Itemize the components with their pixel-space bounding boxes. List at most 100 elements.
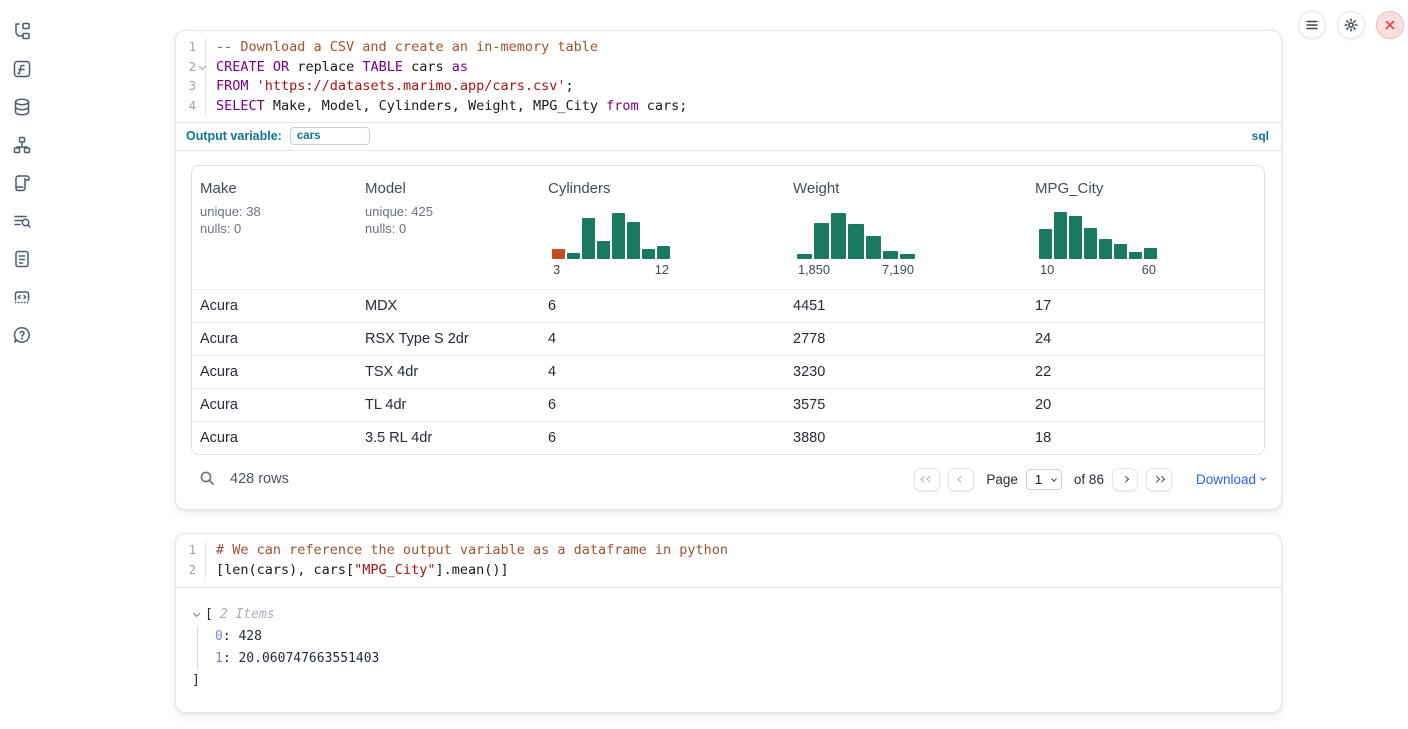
page-select[interactable]: 1: [1025, 468, 1062, 490]
column-title: Cylinders: [548, 180, 611, 198]
column-header-make[interactable]: Make unique: 38 nulls: 0: [192, 166, 357, 289]
table-cell: 3230: [793, 364, 826, 381]
table-cell: 18: [1035, 430, 1052, 447]
language-badge: sql: [1251, 129, 1269, 144]
table-cell: 20: [1035, 397, 1052, 414]
histogram-bar: [797, 254, 813, 260]
column-header-weight[interactable]: Weight 1,850 7,190: [785, 166, 1027, 289]
functions-icon[interactable]: [11, 58, 33, 80]
mpg-city-histogram: 10 60: [1039, 210, 1157, 277]
settings-button[interactable]: [1337, 11, 1365, 39]
tree-entry: 1: 20.060747663551403: [215, 650, 380, 666]
python-cell-output: [ 2 Items 0: 428 1: 20.060747663551403 ]: [176, 586, 1281, 712]
table-cell: 6: [548, 298, 557, 315]
chevron-right-icon: [1121, 476, 1129, 483]
open-bracket: [: [205, 606, 213, 622]
column-header-cylinders[interactable]: Cylinders 3 12: [540, 166, 785, 289]
table-cell: RSX Type S 2dr: [365, 331, 469, 348]
table-row: Acura RSX Type S 2dr 4 2778 24: [192, 322, 1264, 355]
close-icon: [1385, 20, 1395, 30]
search-icon[interactable]: [199, 470, 217, 488]
histogram-bar: [1114, 244, 1127, 260]
scratchpad-icon[interactable]: [11, 172, 33, 194]
items-count-label: 2 Items: [219, 606, 275, 622]
histogram-min-label: 3: [553, 262, 561, 278]
data-table: Make unique: 38 nulls: 0 Model uni: [191, 165, 1265, 456]
notebook-cells: 1 -- Download a CSV and create an in-memo…: [175, 30, 1282, 713]
column-title: Make: [200, 180, 237, 198]
histogram-bar: [657, 246, 670, 260]
next-page-button[interactable]: [1111, 467, 1138, 491]
file-explorer-icon[interactable]: [11, 20, 33, 42]
tree-children: 0: 428 1: 20.060747663551403: [197, 625, 1265, 670]
sql-editor[interactable]: 1 -- Download a CSV and create an in-memo…: [176, 31, 1281, 122]
histogram-bar: [552, 249, 565, 260]
help-icon[interactable]: [11, 324, 33, 346]
helper-panel-sidebar: [0, 0, 44, 729]
table-cell: Acura: [200, 364, 238, 381]
gear-icon: [1344, 18, 1358, 32]
line-number: 1: [176, 38, 206, 58]
python-cell: 1 # We can reference the output variable …: [175, 533, 1282, 713]
chevrons-right-icon: [1158, 476, 1165, 483]
table-cell: 24: [1035, 331, 1052, 348]
line-number: 3: [176, 77, 206, 97]
documentation-icon[interactable]: [11, 248, 33, 270]
histogram-max-label: 7,190: [881, 262, 914, 278]
output-variable-row: Output variable: sql: [176, 122, 1281, 150]
column-header-model[interactable]: Model unique: 425 nulls: 0: [357, 166, 540, 289]
table-cell: Acura: [200, 331, 238, 348]
snippets-icon[interactable]: [11, 286, 33, 308]
logs-icon[interactable]: [11, 210, 33, 232]
table-row: Acura TL 4dr 6 3575 20: [192, 388, 1264, 421]
tree-entry-key: 0: [215, 628, 223, 644]
table-cell: Acura: [200, 430, 238, 447]
column-nulls-stat: nulls: 0: [200, 220, 242, 236]
table-cell: 4451: [793, 298, 826, 315]
histogram-bar: [814, 223, 830, 260]
histogram-bar: [848, 224, 864, 260]
table-cell: 6: [548, 430, 557, 447]
last-page-button[interactable]: [1145, 467, 1172, 491]
tree-entry-key: 1: [215, 650, 223, 666]
histogram-bar: [642, 249, 655, 260]
page-total-label: of 86: [1073, 471, 1104, 487]
table-cell: 4: [548, 331, 557, 348]
table-cell: 2778: [793, 331, 826, 348]
table-cell: TL 4dr: [365, 397, 407, 414]
previous-page-button[interactable]: [948, 467, 975, 491]
pagination: Page 1 of 86: [914, 467, 1266, 491]
page-label: Page: [986, 471, 1018, 487]
histogram-bar: [1099, 239, 1112, 260]
column-header-mpg-city[interactable]: MPG_City 10 60: [1027, 166, 1264, 289]
table-cell: 3575: [793, 397, 826, 414]
histogram-min-label: 1,850: [798, 262, 831, 278]
code-line: CREATE OR replace TABLE cars as: [216, 58, 469, 75]
output-variable-input[interactable]: [289, 127, 370, 146]
histogram-bar: [567, 253, 580, 260]
download-button[interactable]: Download: [1196, 472, 1266, 487]
column-title: Weight: [793, 180, 840, 198]
sql-cell-output: Make unique: 38 nulls: 0 Model uni: [176, 150, 1281, 509]
line-number: 1: [176, 541, 206, 561]
histogram-bar: [1054, 212, 1067, 260]
list-output-tree: [ 2 Items 0: 428 1: 20.060747663551403 ]: [192, 604, 1265, 692]
shutdown-button[interactable]: [1376, 11, 1404, 39]
histogram-bar: [1129, 252, 1142, 260]
weight-histogram: 1,850 7,190: [797, 210, 915, 277]
column-nulls-stat: nulls: 0: [365, 220, 407, 236]
histogram-bar: [882, 251, 898, 260]
table-header-row: Make unique: 38 nulls: 0 Model uni: [192, 166, 1264, 289]
table-cell: 17: [1035, 298, 1052, 315]
python-editor[interactable]: 1 # We can reference the output variable …: [176, 534, 1281, 586]
first-page-button[interactable]: [914, 467, 941, 491]
data-sources-icon[interactable]: [11, 96, 33, 118]
dependency-graph-icon[interactable]: [11, 134, 33, 156]
collapse-chevron-icon[interactable]: [192, 610, 201, 618]
table-cell: 22: [1035, 364, 1052, 381]
table-body: Acura MDX 6 4451 17 Acura RSX Type S 2dr 4 2778 2…: [192, 289, 1264, 454]
notebook-actions: [1298, 11, 1404, 39]
code-line: # We can reference the output variable a…: [216, 542, 729, 559]
column-title: Model: [365, 180, 406, 198]
menu-button[interactable]: [1298, 11, 1326, 39]
